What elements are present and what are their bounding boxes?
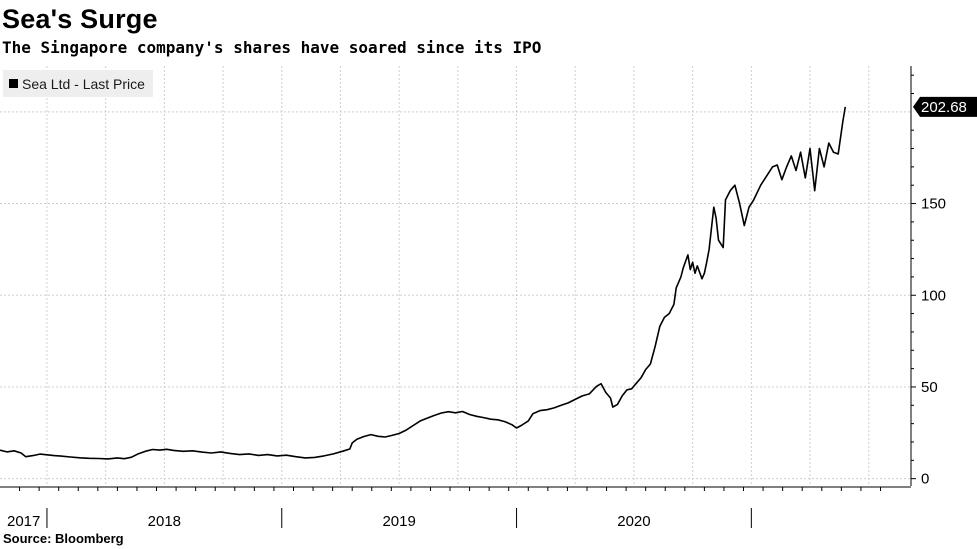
x-tick-label: 2018 — [148, 513, 181, 530]
x-tick-label: 2020 — [617, 513, 650, 530]
chart-labels: 0 50 100 150 2017 2018 2019 2020 202.68 — [7, 96, 977, 530]
chart-grid — [0, 66, 911, 486]
y-tick-label: 50 — [921, 379, 938, 396]
chart-subtitle: The Singapore company's shares have soar… — [2, 38, 542, 57]
chart-series — [0, 106, 847, 460]
chart-legend: Sea Ltd - Last Price — [3, 70, 153, 97]
last-price-tag — [913, 96, 977, 117]
y-tick-label: 0 — [921, 471, 929, 488]
y-tick-label: 100 — [921, 287, 946, 304]
legend-label: Sea Ltd - Last Price — [22, 75, 145, 92]
y-tick-label: 150 — [921, 196, 946, 213]
x-tick-label: 2017 — [7, 513, 40, 530]
chart-axes — [0, 66, 916, 528]
chart-title: Sea's Surge — [2, 4, 158, 34]
x-tick-label: 2019 — [382, 513, 415, 530]
legend-swatch-icon — [9, 79, 18, 88]
source-note: Source: Bloomberg — [3, 531, 124, 546]
price-line — [0, 106, 847, 460]
last-price-label: 202.68 — [921, 99, 967, 116]
